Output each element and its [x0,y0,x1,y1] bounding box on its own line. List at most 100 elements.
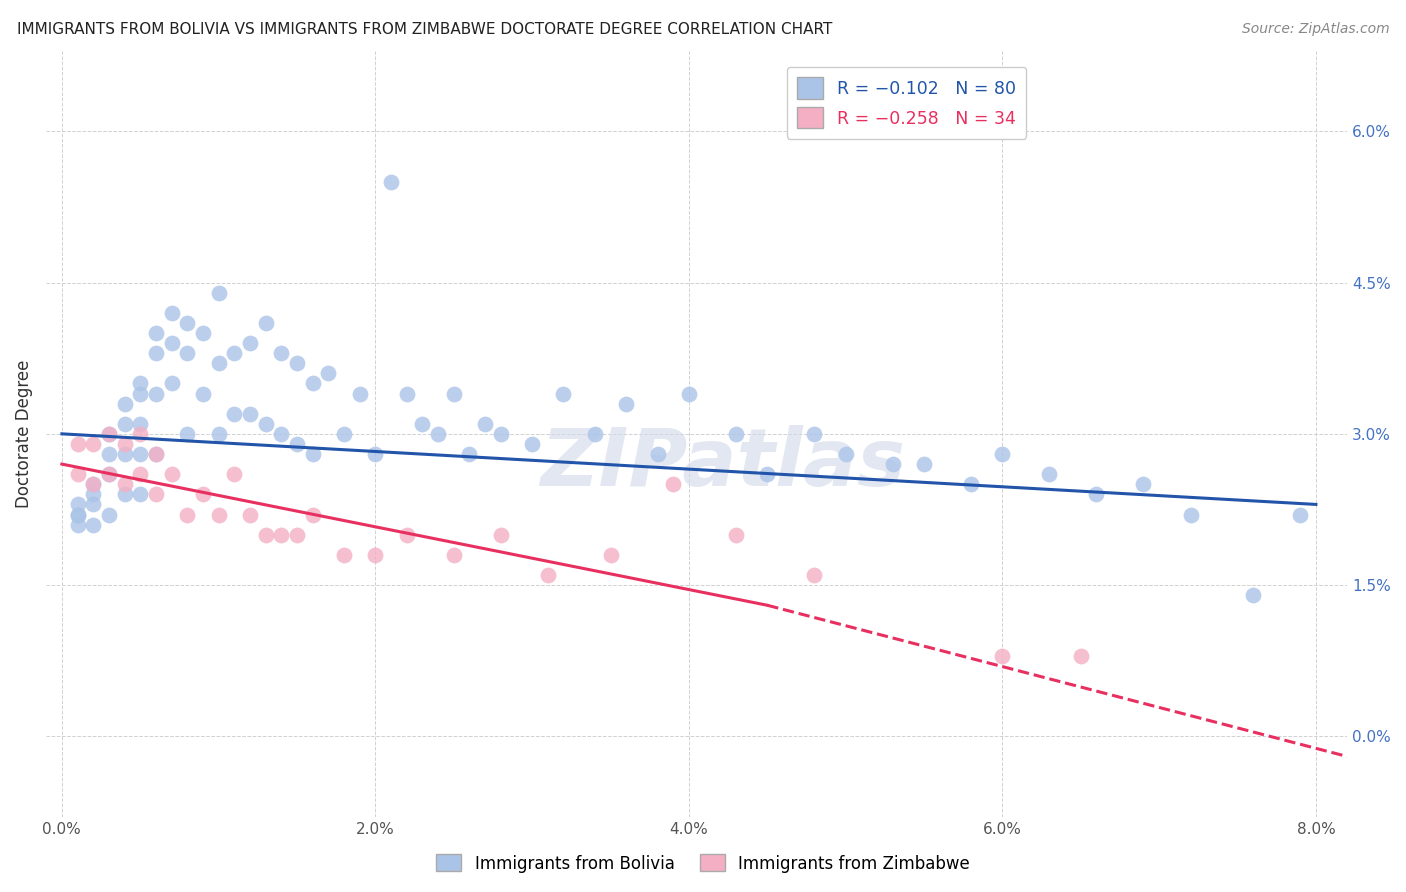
Point [191,386,214,401]
Point [1241,588,1264,602]
Point [129,426,152,441]
Point [583,426,606,441]
Point [114,447,136,461]
Point [145,346,167,360]
Point [349,386,371,401]
Point [97,467,120,482]
Point [254,527,277,541]
Point [333,426,356,441]
Point [756,467,779,482]
Point [285,437,308,451]
Point [207,508,229,522]
Point [176,426,198,441]
Point [301,508,323,522]
Point [224,407,246,421]
Point [489,426,512,441]
Point [662,477,685,491]
Point [301,376,323,391]
Point [145,487,167,501]
Point [364,548,387,562]
Point [66,467,89,482]
Point [160,376,183,391]
Point [129,386,152,401]
Point [145,386,167,401]
Point [145,326,167,340]
Point [239,407,262,421]
Point [1289,508,1312,522]
Point [411,417,433,431]
Point [270,426,292,441]
Point [285,527,308,541]
Point [285,356,308,370]
Text: Source: ZipAtlas.com: Source: ZipAtlas.com [1241,22,1389,37]
Point [191,326,214,340]
Point [97,508,120,522]
Point [1132,477,1154,491]
Point [114,477,136,491]
Point [224,346,246,360]
Point [834,447,856,461]
Point [614,396,637,410]
Point [66,517,89,532]
Legend: R = −0.102   N = 80, R = −0.258   N = 34: R = −0.102 N = 80, R = −0.258 N = 34 [786,67,1026,139]
Point [270,527,292,541]
Point [395,386,418,401]
Point [991,648,1014,663]
Point [82,487,104,501]
Point [97,426,120,441]
Point [176,346,198,360]
Point [443,548,465,562]
Point [458,447,481,461]
Point [489,527,512,541]
Point [82,437,104,451]
Point [882,457,904,471]
Point [364,447,387,461]
Point [254,316,277,330]
Point [270,346,292,360]
Point [160,336,183,351]
Point [803,426,825,441]
Point [239,508,262,522]
Point [1085,487,1108,501]
Point [176,508,198,522]
Point [678,386,700,401]
Point [803,568,825,582]
Point [380,175,402,189]
Point [97,447,120,461]
Point [520,437,543,451]
Point [145,447,167,461]
Point [318,367,340,381]
Point [191,487,214,501]
Point [114,417,136,431]
Point [82,517,104,532]
Point [82,477,104,491]
Point [239,336,262,351]
Point [97,426,120,441]
Point [553,386,575,401]
Point [333,548,356,562]
Point [1180,508,1202,522]
Point [224,467,246,482]
Y-axis label: Doctorate Degree: Doctorate Degree [15,359,32,508]
Point [129,417,152,431]
Point [960,477,983,491]
Point [129,467,152,482]
Point [129,376,152,391]
Point [254,417,277,431]
Point [724,527,747,541]
Point [207,285,229,300]
Point [114,487,136,501]
Point [443,386,465,401]
Point [1038,467,1060,482]
Point [66,437,89,451]
Point [474,417,496,431]
Point [912,457,935,471]
Point [724,426,747,441]
Point [160,467,183,482]
Point [537,568,560,582]
Point [301,447,323,461]
Legend: Immigrants from Bolivia, Immigrants from Zimbabwe: Immigrants from Bolivia, Immigrants from… [430,847,976,880]
Point [207,426,229,441]
Point [114,437,136,451]
Point [207,356,229,370]
